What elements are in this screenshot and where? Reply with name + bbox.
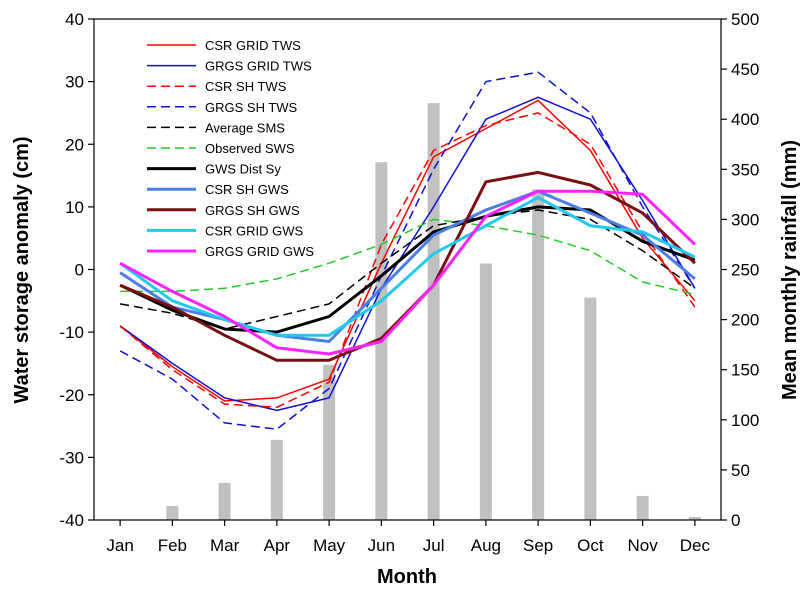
- y2-tick-label: 350: [731, 160, 759, 179]
- y2-tick-label: 50: [731, 461, 750, 480]
- y2-tick-label: 400: [731, 110, 759, 129]
- series-line: [119, 189, 696, 356]
- y-tick-label: 20: [65, 135, 84, 154]
- rainfall-bar: [166, 505, 179, 520]
- rainfall-bar: [532, 189, 545, 520]
- series-line: [119, 71, 696, 430]
- axes: -40-30-20-100102030400501001502002503003…: [59, 10, 759, 555]
- x-tick-label: Jul: [423, 536, 445, 555]
- y-tick-label: -40: [59, 511, 84, 530]
- series-lines: [119, 71, 696, 430]
- y-tick-label: 40: [65, 10, 84, 29]
- y-tick-label: 30: [65, 73, 84, 92]
- y2-tick-label: 100: [731, 411, 759, 430]
- y-tick-label: -20: [59, 386, 84, 405]
- x-tick-label: May: [313, 536, 346, 555]
- rainfall-bar: [270, 439, 283, 520]
- x-tick-label: Apr: [264, 536, 291, 555]
- y2-axis-title: Mean monthly rainfall (mm): [779, 140, 801, 400]
- y2-tick-label: 250: [731, 261, 759, 280]
- rainfall-bar: [688, 516, 701, 520]
- series-line: [120, 218, 696, 296]
- rainfall-bar: [584, 297, 597, 520]
- legend-label: CSR GRID GWS: [205, 223, 304, 238]
- y2-tick-label: 500: [731, 10, 759, 29]
- legend: CSR GRID TWS GRGS GRID TWS CSR SH TWS GRGS …: [147, 38, 314, 259]
- y-tick-label: -10: [59, 323, 84, 342]
- y2-tick-label: 450: [731, 60, 759, 79]
- y2-tick-label: 300: [731, 210, 759, 229]
- y-tick-label: -30: [59, 448, 84, 467]
- x-tick-label: Mar: [210, 536, 240, 555]
- legend-label: Observed SWS: [205, 141, 295, 156]
- series-line: [119, 170, 696, 362]
- rainfall-bar: [218, 482, 231, 520]
- rainfall-bar: [636, 495, 649, 520]
- legend-label: GRGS GRID GWS: [205, 244, 314, 259]
- legend-label: GRGS GRID TWS: [205, 59, 312, 74]
- y-axis-title: Water storage anomaly (cm): [11, 136, 33, 403]
- legend-label: CSR GRID TWS: [205, 38, 301, 53]
- legend-label: GRGS SH GWS: [205, 203, 300, 218]
- x-tick-label: Sep: [523, 536, 553, 555]
- y2-tick-label: 0: [731, 511, 740, 530]
- x-tick-label: Oct: [577, 536, 604, 555]
- series-line: [119, 96, 696, 412]
- y-tick-label: 10: [65, 198, 84, 217]
- x-tick-label: Aug: [471, 536, 501, 555]
- legend-label: GWS Dist Sy: [205, 162, 281, 177]
- legend-label: Average SMS: [205, 120, 285, 135]
- x-axis-title: Month: [377, 566, 437, 588]
- rainfall-bars: [166, 103, 701, 520]
- x-tick-label: Dec: [680, 536, 711, 555]
- legend-label: GRGS SH TWS: [205, 100, 298, 115]
- x-tick-label: Jun: [368, 536, 395, 555]
- y2-tick-label: 150: [731, 361, 759, 380]
- rainfall-bar: [427, 103, 440, 520]
- series-line: [119, 196, 696, 337]
- x-tick-label: Feb: [158, 536, 187, 555]
- legend-label: CSR SH TWS: [205, 79, 287, 94]
- legend-label: CSR SH GWS: [205, 182, 289, 197]
- series-line: [119, 112, 696, 409]
- x-tick-label: Nov: [628, 536, 659, 555]
- y2-tick-label: 200: [731, 311, 759, 330]
- series-line: [119, 99, 696, 402]
- plot-area-frame: [93, 18, 722, 521]
- y-tick-label: 0: [75, 261, 84, 280]
- rainfall-bar: [479, 263, 492, 520]
- rainfall-bar: [323, 364, 336, 520]
- x-tick-label: Jan: [106, 536, 133, 555]
